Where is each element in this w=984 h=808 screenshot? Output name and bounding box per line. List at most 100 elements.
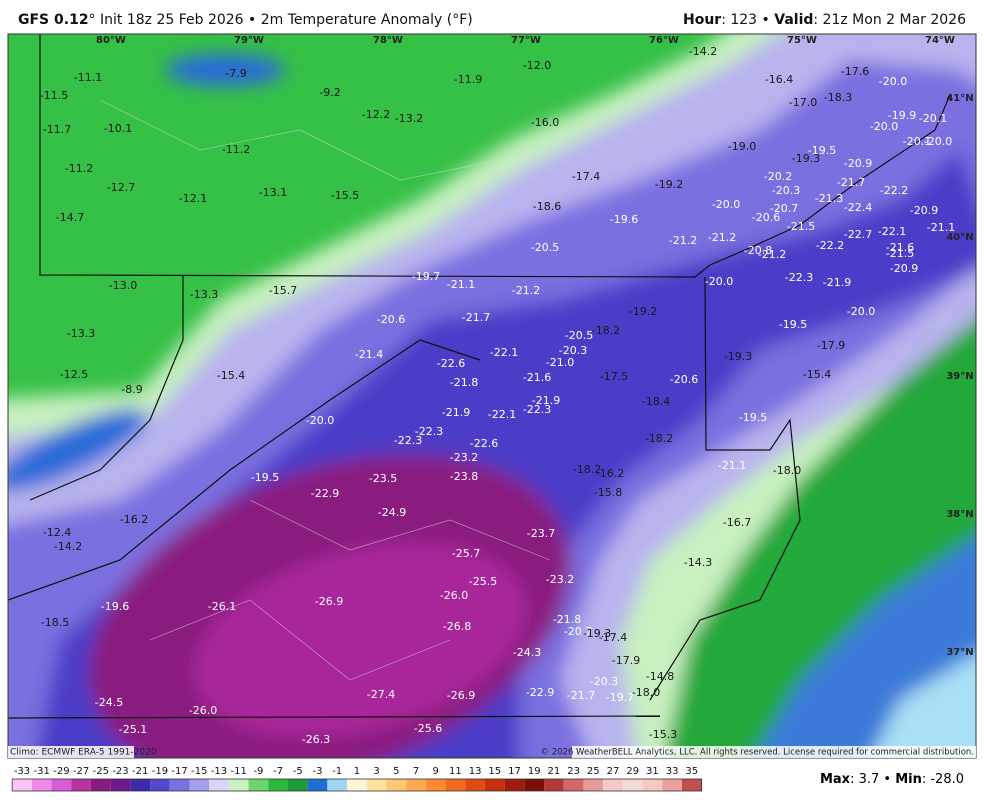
station-value: -22.9 — [311, 487, 339, 500]
colorbar-tick-label: -29 — [53, 766, 69, 777]
station-value: -20.5 — [531, 241, 559, 254]
colorbar-swatch — [110, 779, 131, 791]
station-value: -17.4 — [572, 170, 600, 183]
colorbar-swatch — [681, 779, 702, 791]
colorbar-swatch — [248, 779, 269, 791]
header-left: GFS 0.12° Init 18z 25 Feb 2026 • 2m Temp… — [18, 12, 473, 28]
station-value: -19.0 — [728, 140, 756, 153]
station-value: -20.2 — [764, 170, 792, 183]
colorbar-swatch — [563, 779, 584, 791]
station-value: -21.7 — [837, 176, 865, 189]
station-value: -14.2 — [689, 45, 717, 58]
station-value: -23.7 — [527, 527, 555, 540]
station-value: -15.8 — [594, 486, 622, 499]
station-value: -16.4 — [765, 73, 793, 86]
station-value: -21.8 — [450, 376, 478, 389]
station-value: -22.3 — [394, 434, 422, 447]
station-value: -17.6 — [841, 65, 869, 78]
longitude-label: 79°W — [234, 35, 264, 46]
colorbar-swatch — [327, 779, 348, 791]
colorbar-swatch — [504, 779, 525, 791]
colorbar-tick-label: -11 — [231, 766, 247, 777]
colorbar-tick-label: -13 — [211, 766, 227, 777]
station-value: -11.2 — [222, 143, 250, 156]
station-value: -17.9 — [612, 654, 640, 667]
min-label: Min — [895, 772, 922, 787]
station-value: -15.5 — [331, 189, 359, 202]
station-value: -13.1 — [259, 186, 287, 199]
station-value: -19.6 — [610, 213, 638, 226]
station-value: -20.9 — [910, 204, 938, 217]
station-value: -20.6 — [752, 211, 780, 224]
station-value: -20.5 — [565, 329, 593, 342]
colorbar-tick-label: 5 — [393, 766, 399, 777]
station-value: -14.3 — [684, 556, 712, 569]
station-value: -19.5 — [251, 471, 279, 484]
colorbar-tick-label: -3 — [313, 766, 323, 777]
station-value: -21.5 — [787, 220, 815, 233]
station-value: -19.5 — [808, 144, 836, 157]
station-value: -20.6 — [377, 313, 405, 326]
colorbar-swatch — [484, 779, 505, 791]
station-value: -22.6 — [437, 357, 465, 370]
colorbar-swatch — [622, 779, 643, 791]
station-value: -12.0 — [523, 59, 551, 72]
station-value: -20.3 — [559, 344, 587, 357]
colorbar-swatch — [662, 779, 682, 791]
colorbar-tick-label: 15 — [488, 766, 501, 777]
station-value: -16.7 — [723, 516, 751, 529]
station-value: -22.1 — [488, 408, 516, 421]
station-value: -20.7 — [564, 625, 592, 638]
copyright-bg — [572, 746, 976, 758]
station-value: -15.4 — [803, 368, 831, 381]
station-value: -11.9 — [454, 73, 482, 86]
latitude-label: 38°N — [946, 509, 973, 520]
station-value: -16.0 — [531, 116, 559, 129]
station-value: -25.1 — [119, 723, 147, 736]
colorbar-tick-label: -19 — [152, 766, 168, 777]
station-value: -17.4 — [599, 631, 627, 644]
station-value: -12.1 — [179, 192, 207, 205]
station-value: -18.2 — [592, 324, 620, 337]
station-value: -11.5 — [40, 89, 68, 102]
station-value: -18.0 — [632, 686, 660, 699]
station-value: -20.3 — [772, 184, 800, 197]
colorbar-tick-label: 25 — [587, 766, 600, 777]
colorbar-tick-label: 35 — [685, 766, 698, 777]
station-value: -24.9 — [378, 506, 406, 519]
model: GFS 0.12 — [18, 12, 89, 28]
colorbar-swatch — [603, 779, 623, 791]
valid: : 21z Mon 2 Mar 2026 — [813, 12, 966, 28]
colorbar-frame — [11, 778, 703, 792]
valid-label: Valid — [774, 12, 814, 28]
colorbar-tick-label: 19 — [528, 766, 541, 777]
colorbar-tick-label: -1 — [332, 766, 342, 777]
station-value: -19.3 — [583, 627, 611, 640]
station-value: -21.3 — [815, 192, 843, 205]
colorbar-swatch — [465, 779, 485, 791]
station-value: -19.9 — [888, 109, 916, 122]
station-value: -12.5 — [60, 368, 88, 381]
station-value: -15.3 — [649, 728, 677, 741]
station-value: -21.7 — [567, 689, 595, 702]
station-value: -26.9 — [315, 595, 343, 608]
station-value: -21.6 — [523, 371, 551, 384]
station-value: -23.8 — [450, 470, 478, 483]
station-value: -22.2 — [816, 239, 844, 252]
colorbar-swatch — [544, 779, 564, 791]
station-value: -20.0 — [870, 120, 898, 133]
station-value: -14.7 — [56, 211, 84, 224]
colorbar-swatch — [90, 779, 111, 791]
station-value: -22.4 — [844, 201, 872, 214]
station-value: -19.5 — [779, 318, 807, 331]
max: : 3.7 • — [850, 772, 896, 787]
station-value: -19.3 — [724, 350, 752, 363]
station-value: -12.2 — [362, 108, 390, 121]
colorbar-tick-label: -15 — [191, 766, 207, 777]
station-value: -20.0 — [306, 414, 334, 427]
station-value: -10.1 — [104, 122, 132, 135]
longitude-label: 80°W — [96, 35, 126, 46]
station-value: -27.4 — [367, 688, 395, 701]
station-value: -20.6 — [670, 373, 698, 386]
